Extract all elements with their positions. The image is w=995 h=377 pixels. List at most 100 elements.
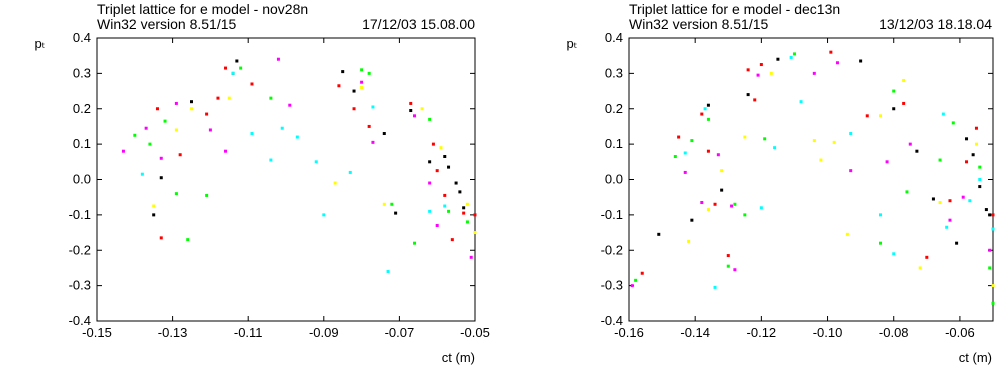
data-point	[174, 192, 178, 196]
data-point	[409, 101, 413, 105]
data-point	[295, 135, 299, 139]
data-point	[280, 126, 284, 130]
y-tick-label: -0.2	[69, 242, 91, 257]
data-point	[677, 135, 681, 139]
data-point	[382, 132, 386, 136]
data-point	[792, 52, 796, 56]
data-point	[216, 96, 220, 100]
data-point	[789, 55, 793, 59]
x-tick-label: -0.08	[879, 325, 909, 340]
data-point	[337, 84, 341, 88]
data-point	[450, 238, 454, 242]
run-timestamp: 17/12/03 15.08.00	[362, 16, 475, 32]
data-point	[703, 107, 707, 111]
y-tick-label: 0.0	[73, 172, 91, 187]
chart-title: Triplet lattice for e model - dec13n	[629, 1, 840, 17]
data-point	[208, 128, 212, 132]
data-point	[657, 232, 661, 236]
data-point	[269, 158, 273, 162]
data-point	[865, 114, 869, 118]
data-point	[683, 151, 687, 155]
data-point	[845, 232, 849, 236]
data-point	[829, 50, 833, 54]
y-axis-label: pₜ	[34, 36, 45, 51]
data-point	[988, 213, 992, 217]
data-point	[465, 220, 469, 224]
data-point	[634, 278, 638, 282]
y-tick-label: 0.2	[605, 101, 623, 116]
y-tick-label: 0.0	[605, 172, 623, 187]
y-tick-label: -0.1	[69, 207, 91, 222]
data-point	[753, 98, 757, 102]
data-point	[733, 268, 737, 272]
data-point	[938, 200, 942, 204]
data-point	[918, 266, 922, 270]
data-point	[640, 271, 644, 275]
data-point	[974, 142, 978, 146]
data-point	[878, 213, 882, 217]
data-point	[390, 202, 394, 206]
program-version: Win32 version 8.51/15	[97, 16, 237, 32]
data-point	[322, 213, 326, 217]
data-point	[743, 213, 747, 217]
plot-area-frame	[628, 37, 994, 322]
data-point	[700, 200, 704, 204]
data-point	[706, 208, 710, 212]
x-tick-label: -0.11	[234, 325, 263, 340]
data-point	[885, 160, 889, 164]
data-point	[409, 109, 413, 113]
data-point	[733, 202, 737, 206]
data-point	[991, 284, 995, 288]
data-point	[159, 156, 163, 160]
data-point	[205, 112, 209, 116]
data-point	[902, 101, 906, 105]
data-point	[473, 231, 477, 235]
data-point	[726, 264, 730, 268]
y-tick-label: 0.3	[73, 65, 91, 80]
data-point	[367, 71, 371, 75]
data-point	[673, 155, 677, 159]
data-point	[905, 190, 909, 194]
x-tick-label: -0.16	[614, 325, 644, 340]
x-tick-label: -0.10	[813, 325, 843, 340]
data-point	[812, 71, 816, 75]
program-version: Win32 version 8.51/15	[629, 16, 769, 32]
data-point	[716, 153, 720, 157]
data-point	[720, 169, 724, 173]
y-tick-label: 0.2	[73, 101, 91, 116]
data-point	[630, 284, 634, 288]
data-point	[140, 172, 144, 176]
data-point	[991, 301, 995, 305]
data-point	[948, 199, 952, 203]
data-point	[465, 202, 469, 206]
y-axis-label: pₜ	[566, 36, 577, 51]
data-point	[360, 86, 364, 90]
data-point	[420, 107, 424, 111]
data-point	[832, 140, 836, 144]
data-point	[700, 112, 704, 116]
data-point	[690, 139, 694, 143]
x-tick-label: -0.05	[460, 325, 490, 340]
y-axis-ticks: 0.4 0.3 0.2 0.1 0.0 -0.1 -0.2 -0.3 -0.4	[601, 30, 993, 328]
data-point	[965, 160, 969, 164]
chart-panel-left: Triplet lattice for e model - nov28n Win…	[34, 1, 489, 365]
data-point	[352, 107, 356, 111]
data-point	[190, 107, 193, 111]
data-point	[428, 181, 432, 185]
data-point	[333, 181, 337, 185]
y-tick-label: -0.2	[601, 242, 623, 257]
data-point	[819, 158, 823, 162]
data-point	[462, 211, 466, 215]
data-point	[769, 71, 773, 75]
data-point	[186, 238, 190, 242]
data-point	[352, 89, 356, 93]
y-axis-ticks: 0.4 0.3 0.2 0.1 0.0 -0.1 -0.2 -0.3 -0.4	[69, 30, 475, 328]
data-point	[155, 107, 159, 111]
data-point	[239, 66, 243, 70]
data-point	[984, 208, 988, 212]
data-point	[746, 68, 750, 72]
data-point	[473, 213, 477, 217]
data-point	[462, 206, 466, 210]
data-point	[159, 176, 163, 180]
y-tick-label: -0.3	[69, 278, 91, 293]
